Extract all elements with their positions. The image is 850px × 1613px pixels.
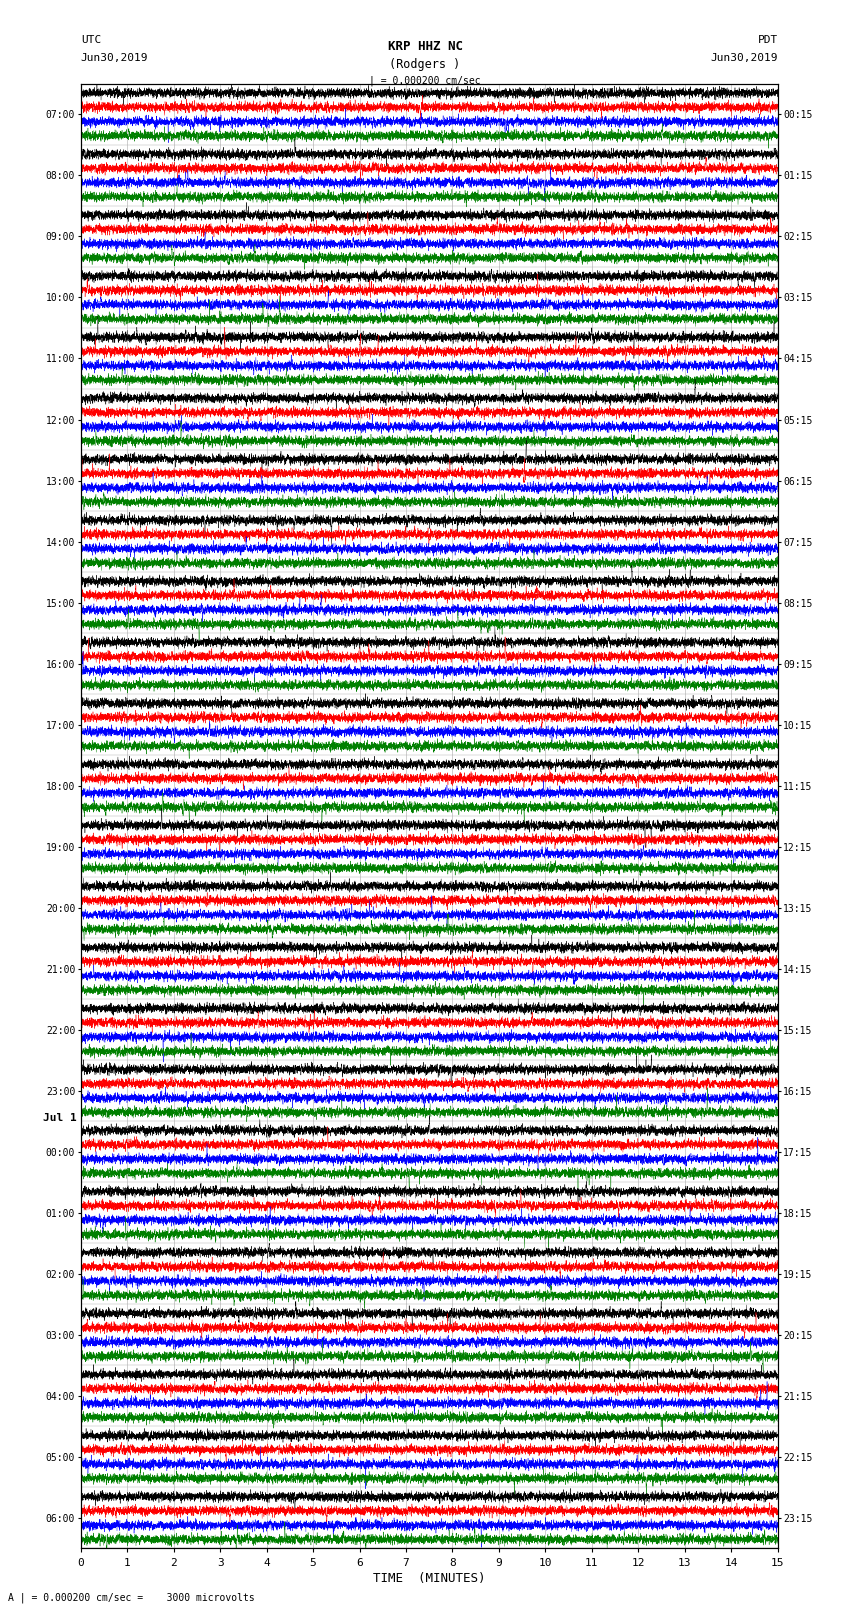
Text: A | = 0.000200 cm/sec =    3000 microvolts: A | = 0.000200 cm/sec = 3000 microvolts — [8, 1592, 255, 1603]
Text: Jul 1: Jul 1 — [42, 1113, 76, 1123]
Text: Jun30,2019: Jun30,2019 — [711, 53, 778, 63]
Text: KRP HHZ NC: KRP HHZ NC — [388, 40, 462, 53]
X-axis label: TIME  (MINUTES): TIME (MINUTES) — [373, 1571, 485, 1584]
Text: UTC: UTC — [81, 35, 101, 45]
Text: PDT: PDT — [757, 35, 778, 45]
Text: (Rodgers ): (Rodgers ) — [389, 58, 461, 71]
Text: Jun30,2019: Jun30,2019 — [81, 53, 148, 63]
Text: | = 0.000200 cm/sec: | = 0.000200 cm/sec — [369, 76, 481, 87]
